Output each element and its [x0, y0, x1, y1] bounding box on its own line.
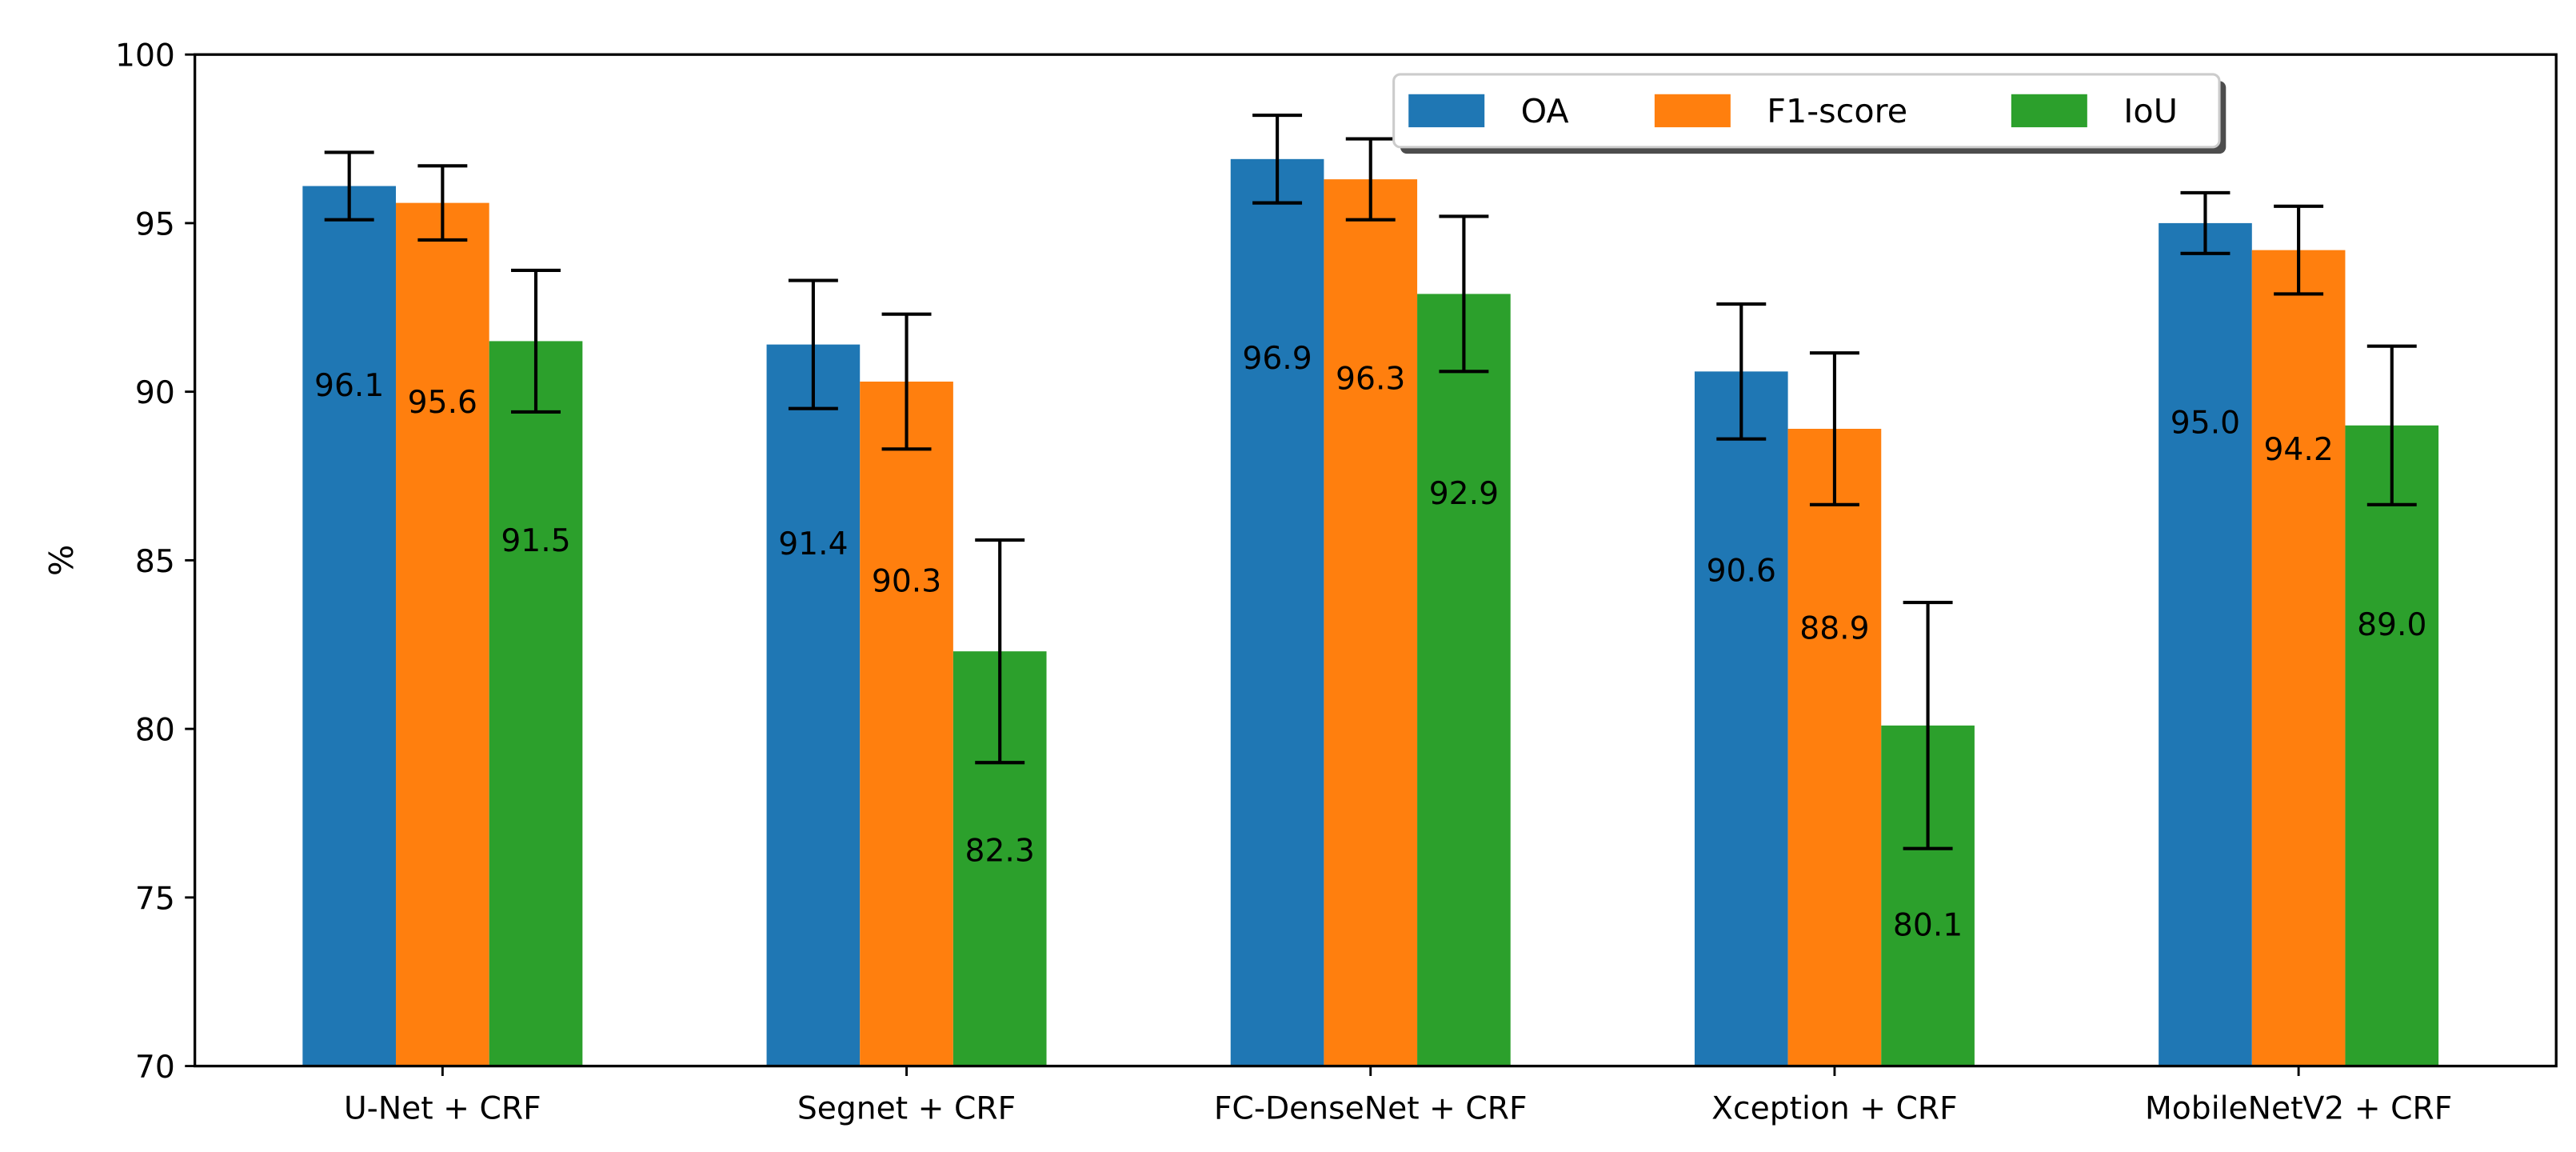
- error-bar: [1345, 137, 1396, 222]
- data-label: 90.3: [872, 563, 941, 599]
- data-label: 96.9: [1242, 341, 1312, 377]
- bar-iou-0: [489, 341, 583, 1066]
- error-bar: [975, 538, 1025, 765]
- data-label: 95.6: [408, 385, 477, 421]
- data-label: 91.4: [778, 526, 848, 562]
- bar-oa-1: [766, 344, 861, 1066]
- error-bar: [2180, 190, 2231, 255]
- y-tick-label: 95: [135, 206, 175, 242]
- legend-swatch-f1-score: [1654, 94, 1731, 128]
- bar-iou-2: [1417, 294, 1511, 1066]
- error-bar: [2366, 344, 2417, 506]
- y-tick-label: 70: [135, 1050, 175, 1086]
- error-bar: [324, 150, 374, 222]
- x-tick-label: MobileNetV2 + CRF: [2145, 1091, 2452, 1127]
- error-bar: [1439, 214, 1489, 374]
- error-bar: [417, 164, 468, 242]
- error-bar: [2274, 204, 2324, 296]
- bar-oa-2: [1230, 158, 1324, 1066]
- data-label: 96.1: [314, 368, 384, 404]
- data-label: 95.0: [2171, 405, 2240, 441]
- error-bar: [1252, 113, 1303, 205]
- error-bar: [1903, 600, 1953, 850]
- legend-label: IoU: [2123, 92, 2178, 130]
- legend-label: F1-score: [1767, 92, 1907, 130]
- data-label: 89.0: [2357, 607, 2426, 643]
- error-bar: [881, 312, 932, 451]
- legend-swatch-oa: [1408, 94, 1485, 128]
- data-label: 88.9: [1799, 610, 1869, 646]
- bar-f1-score-4: [2251, 250, 2346, 1066]
- x-tick-label: FC-DenseNet + CRF: [1214, 1091, 1528, 1127]
- bar-oa-4: [2159, 222, 2252, 1066]
- data-label: 94.2: [2263, 432, 2333, 468]
- data-label: 82.3: [965, 834, 1035, 870]
- legend-label: OA: [1521, 92, 1569, 130]
- bar-oa-0: [302, 186, 397, 1066]
- y-tick-label: 85: [135, 544, 175, 580]
- x-tick-label: U-Net + CRF: [344, 1091, 541, 1127]
- bar-f1-score-3: [1787, 429, 1882, 1066]
- error-bar: [788, 278, 838, 410]
- data-label: 91.5: [501, 523, 570, 559]
- legend-box: [1392, 73, 2221, 149]
- x-tick-label: Segnet + CRF: [797, 1091, 1016, 1127]
- data-label: 80.1: [1893, 907, 1963, 943]
- error-bar: [1809, 351, 1859, 506]
- bar-oa-3: [1694, 371, 1788, 1066]
- bar-f1-score-1: [860, 381, 953, 1066]
- error-bar: [1716, 302, 1767, 441]
- bar-f1-score-2: [1324, 179, 1418, 1066]
- legend: OA F1-score IoU: [1392, 73, 2227, 154]
- y-tick-label: 75: [135, 881, 175, 917]
- error-bar: [511, 268, 561, 414]
- x-tick-label: Xception + CRF: [1711, 1091, 1958, 1127]
- legend-swatch-iou: [2011, 94, 2087, 128]
- y-tick-label: 100: [115, 38, 175, 74]
- data-label: 90.6: [1707, 554, 1776, 590]
- y-tick-label: 90: [135, 375, 175, 411]
- data-label: 96.3: [1336, 361, 1405, 397]
- bar-f1-score-0: [396, 202, 489, 1066]
- bar-iou-4: [2345, 425, 2439, 1066]
- y-tick-label: 80: [135, 713, 175, 749]
- y-axis-label: %: [42, 545, 81, 576]
- data-label: 92.9: [1429, 476, 1499, 512]
